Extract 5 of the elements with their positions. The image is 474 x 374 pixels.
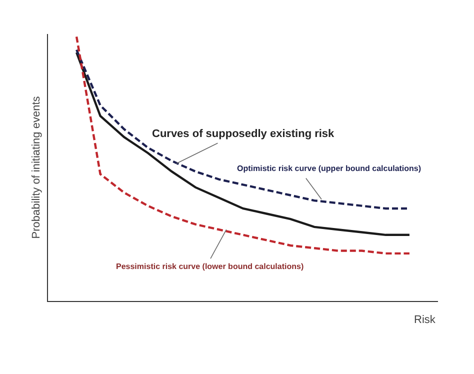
x-axis-title: Risk — [414, 314, 436, 326]
y-axis-title: Probability of initiating events — [30, 96, 43, 239]
annotation: Curves of supposedly existing risk — [152, 128, 336, 140]
annotation: Optimistic risk curve (upper bound calculations) — [237, 164, 422, 173]
annotation: Pessimistic risk curve (lower bound calculations) — [116, 262, 304, 271]
